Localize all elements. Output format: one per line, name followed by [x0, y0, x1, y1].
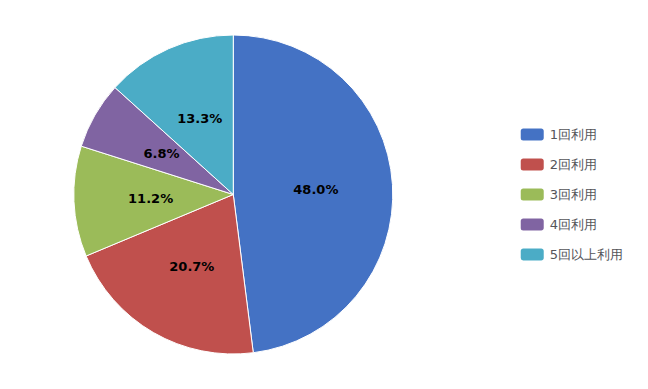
svg-text:11.2%: 11.2%: [128, 191, 173, 206]
svg-text:48.0%: 48.0%: [293, 182, 338, 197]
svg-text:6.8%: 6.8%: [144, 146, 180, 161]
svg-text:3回利用: 3回利用: [550, 187, 597, 202]
svg-text:4回利用: 4回利用: [550, 217, 597, 232]
svg-text:20.7%: 20.7%: [169, 259, 214, 274]
svg-text:5回以上利用: 5回以上利用: [550, 247, 623, 262]
svg-text:1回利用: 1回利用: [550, 127, 597, 142]
svg-text:2回利用: 2回利用: [550, 157, 597, 172]
svg-text:13.3%: 13.3%: [177, 111, 222, 126]
